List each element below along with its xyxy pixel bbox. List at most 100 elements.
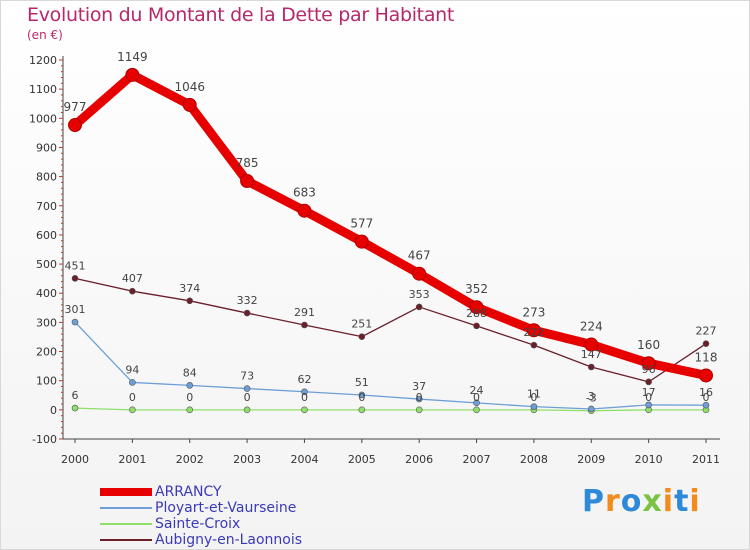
data-point (71, 404, 79, 412)
data-label: 73 (240, 370, 254, 383)
x-tick-label: 2009 (577, 453, 605, 466)
data-point (530, 403, 538, 410)
data-label: 147 (581, 348, 602, 361)
legend-item: Sainte-Croix (100, 516, 302, 532)
data-label: 451 (65, 259, 86, 272)
data-label: 352 (465, 282, 488, 296)
data-point (645, 401, 652, 409)
y-tick-label: 200 (36, 346, 57, 359)
data-point (243, 385, 251, 392)
y-tick-label: 1100 (29, 83, 57, 96)
data-label: 291 (294, 306, 315, 319)
data-point (186, 406, 194, 414)
y-tick-label: 1200 (29, 54, 57, 67)
data-point (186, 382, 194, 389)
data-label: 0 (358, 391, 365, 404)
chart-legend: ARRANCY Ployart-et-Vaurseine Sainte-Croix A… (100, 484, 302, 548)
data-label: 118 (695, 350, 718, 364)
data-point (68, 118, 82, 133)
data-label: 0 (473, 391, 480, 404)
data-point (301, 321, 308, 329)
data-label: 288 (466, 307, 487, 320)
data-label: 1149 (117, 50, 148, 64)
data-label: 1046 (174, 80, 205, 94)
x-tick-label: 2000 (61, 453, 89, 466)
y-tick-label: 700 (36, 200, 57, 213)
data-point (71, 318, 79, 326)
data-label: 683 (293, 186, 316, 200)
data-point (415, 406, 423, 414)
data-point (297, 203, 312, 218)
data-label: 11 (527, 388, 541, 401)
y-tick-label: 1000 (29, 112, 57, 125)
data-point (415, 395, 423, 403)
y-tick-label: 600 (36, 229, 57, 242)
series-line-0 (70, 70, 711, 380)
x-tick-label: 2005 (348, 453, 376, 466)
data-point (358, 391, 366, 399)
data-label: 227 (696, 325, 717, 338)
y-tick-label: 500 (36, 258, 57, 271)
data-label: 96 (642, 363, 656, 376)
data-label: 785 (236, 156, 259, 170)
data-point (645, 378, 652, 386)
data-label: 0 (645, 391, 652, 404)
y-tick-label: 400 (36, 287, 57, 300)
data-point (186, 297, 194, 305)
data-point (412, 266, 427, 281)
data-point (526, 323, 541, 338)
data-label: 6 (72, 389, 79, 402)
data-label: 0 (301, 391, 308, 404)
data-label: 16 (699, 386, 713, 399)
data-point (243, 309, 251, 317)
y-tick-label: 100 (36, 375, 57, 388)
data-label: 84 (183, 366, 197, 379)
data-label: 222 (523, 326, 544, 339)
data-label: 332 (237, 294, 258, 307)
data-label: -3 (586, 392, 597, 405)
data-point (125, 67, 140, 82)
data-label: 977 (64, 100, 87, 114)
data-point (473, 322, 480, 330)
data-point (301, 406, 308, 414)
y-tick-label: 300 (36, 316, 57, 329)
data-point (469, 300, 484, 315)
legend-label: Aubigny-en-Laonnois (155, 532, 303, 548)
data-label: 0 (129, 391, 136, 404)
x-tick-label: 2004 (290, 453, 318, 466)
data-point (358, 333, 366, 340)
data-label: 0 (244, 391, 251, 404)
data-point (129, 379, 136, 386)
data-point (473, 406, 480, 414)
data-point (699, 368, 713, 383)
data-label: 374 (179, 282, 200, 295)
data-label: 467 (408, 249, 431, 263)
data-label: 577 (350, 217, 373, 231)
data-point (473, 399, 480, 407)
data-point (584, 337, 599, 352)
data-label: 37 (412, 380, 426, 393)
series-line-1 (74, 321, 707, 410)
x-tick-label: 2003 (233, 453, 261, 466)
x-tick-label: 2001 (118, 453, 146, 466)
legend-label: ARRANCY (155, 484, 222, 500)
chart-unit: (en €) (27, 28, 63, 42)
data-point (415, 303, 423, 311)
data-label: 0 (186, 391, 193, 404)
legend-label: Ployart-et-Vaurseine (155, 500, 297, 516)
data-point (702, 401, 710, 409)
data-point (587, 363, 595, 371)
x-tick-label: 2002 (176, 453, 204, 466)
legend-item: Ployart-et-Vaurseine (100, 500, 302, 516)
data-label: 17 (642, 386, 656, 399)
x-tick-label: 2008 (520, 453, 548, 466)
data-point (354, 234, 369, 249)
x-tick-label: 2011 (692, 453, 720, 466)
legend-swatch (100, 507, 152, 509)
legend-label: Sainte-Croix (155, 516, 241, 532)
data-point (71, 275, 79, 282)
x-tick-label: 2007 (463, 453, 491, 466)
legend-swatch (100, 523, 152, 525)
data-point (301, 388, 308, 396)
